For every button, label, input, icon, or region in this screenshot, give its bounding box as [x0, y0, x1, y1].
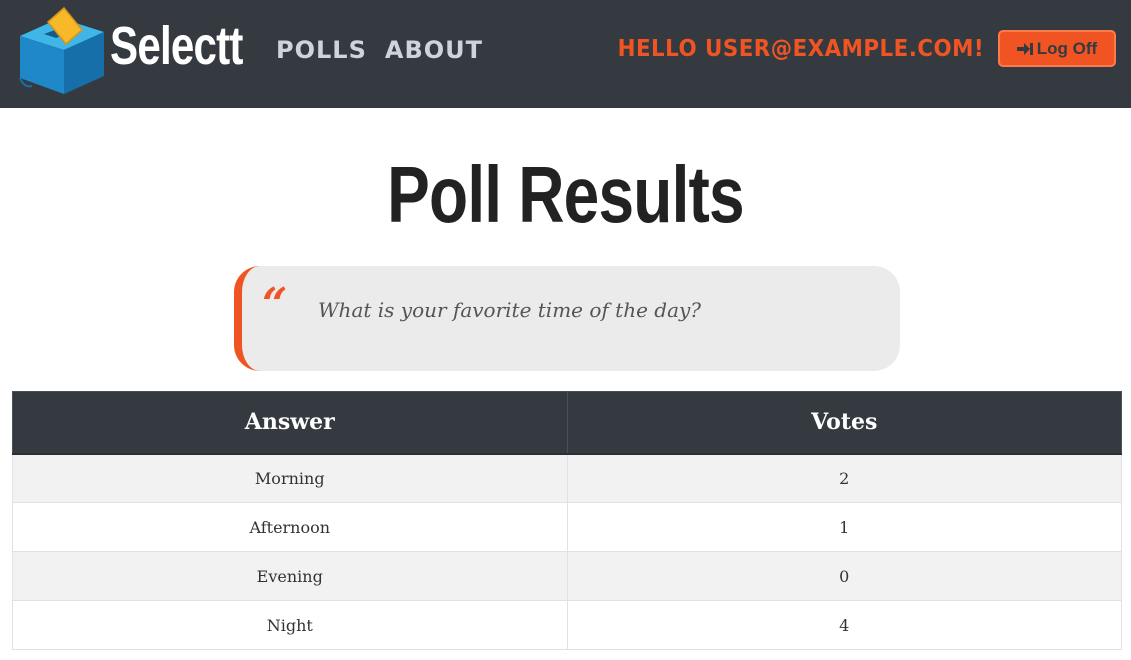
votes-cell: 1 — [566, 502, 1122, 552]
answer-cell: Evening — [12, 551, 568, 601]
votes-cell: 4 — [566, 600, 1122, 650]
brand-name[interactable]: Selectt — [110, 16, 243, 76]
sign-out-icon — [1016, 42, 1033, 55]
table-header-row: Answer Votes — [12, 391, 1122, 455]
main-nav: POLLS ABOUT — [276, 34, 483, 68]
votes-cell: 0 — [566, 551, 1122, 601]
table-row: Evening 0 — [12, 551, 1122, 601]
answer-cell: Morning — [12, 453, 568, 503]
nav-link-about[interactable]: ABOUT — [384, 36, 484, 64]
quote-icon: “ — [262, 279, 288, 330]
brand[interactable]: Selectt — [18, 6, 258, 96]
column-header-answer: Answer — [12, 391, 568, 455]
ballot-box-icon — [19, 6, 104, 94]
nav-link-polls[interactable]: POLLS — [276, 36, 367, 64]
answer-cell: Afternoon — [12, 502, 568, 552]
results-table: Answer Votes Morning 2 Afternoon 1 Eveni… — [12, 391, 1122, 650]
votes-cell: 2 — [566, 453, 1122, 503]
table-row: Night 4 — [12, 600, 1122, 650]
table-row: Afternoon 1 — [12, 502, 1122, 552]
answer-cell: Night — [12, 600, 568, 650]
page-title: Poll Results — [387, 150, 745, 239]
log-off-button[interactable]: Log Off — [998, 30, 1116, 67]
navbar: Selectt POLLS ABOUT HELLO USER@EXAMPLE.C… — [0, 0, 1131, 108]
log-off-label: Log Off — [1036, 38, 1098, 58]
question-text: What is your favorite time of the day? — [318, 298, 702, 322]
column-header-votes: Votes — [566, 391, 1122, 455]
user-greeting: HELLO USER@EXAMPLE.COM! — [617, 36, 984, 62]
table-row: Morning 2 — [12, 453, 1122, 503]
poll-question: “ What is your favorite time of the day? — [234, 266, 900, 371]
